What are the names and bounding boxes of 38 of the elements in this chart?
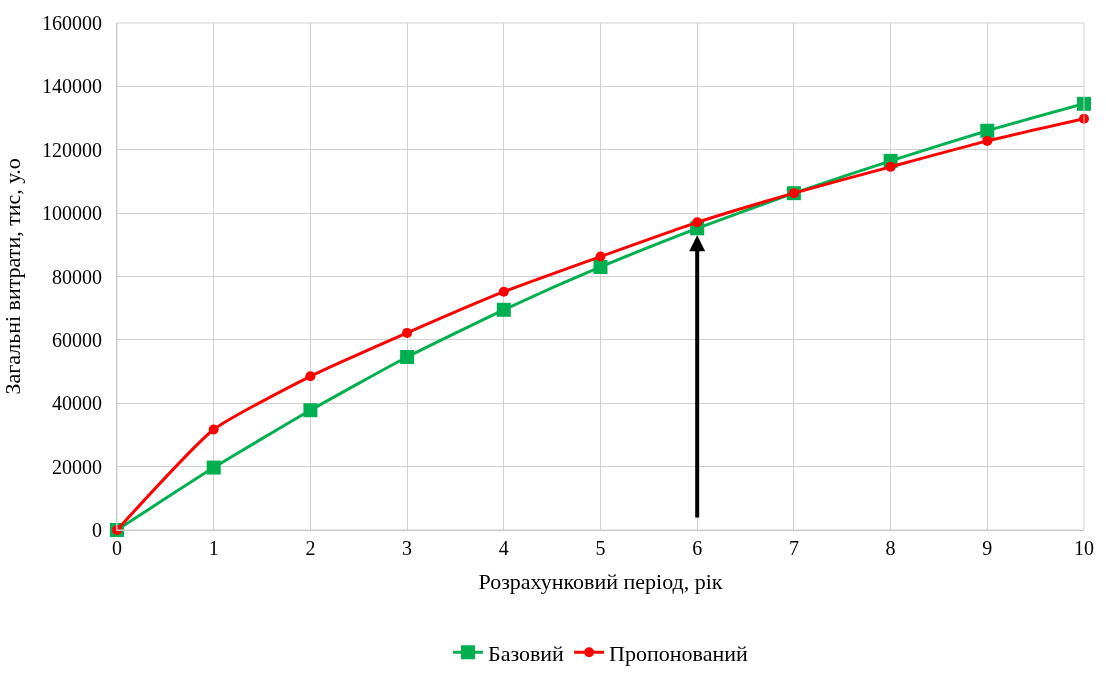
point [305, 371, 316, 382]
x-tick-label: 4 [498, 537, 509, 559]
legend-label: Базовий [488, 640, 565, 666]
point [206, 460, 221, 475]
y-tick-label: 140000 [42, 75, 102, 98]
point [208, 424, 219, 435]
point [498, 286, 509, 297]
point [496, 302, 511, 317]
point [692, 217, 703, 228]
point [593, 259, 608, 274]
x-tick-label: 8 [885, 537, 896, 559]
x-tick-label: 9 [982, 537, 993, 559]
x-tick-label: 2 [305, 537, 316, 559]
y-tick-label: 160000 [42, 12, 102, 34]
y-tick-label: 0 [92, 519, 102, 541]
x-tick-label: 3 [402, 537, 413, 559]
y-tick-label: 120000 [42, 138, 102, 161]
x-tick-label: 7 [788, 537, 799, 559]
y-tick-label: 40000 [52, 392, 102, 415]
point [303, 403, 318, 418]
point [400, 349, 415, 364]
y-tick-label: 80000 [52, 265, 102, 288]
x-tick-label: 0 [112, 537, 122, 559]
y-tick-label: 100000 [42, 202, 102, 225]
point [980, 123, 995, 138]
point [595, 251, 606, 262]
legend-label: Пропонований [609, 640, 748, 666]
x-tick-label: 1 [208, 537, 219, 559]
point [885, 161, 896, 172]
y-axis-title: Загальні витрати, тис, у.о [0, 158, 25, 395]
x-axis-title: Розрахунковий період, рік [478, 568, 723, 594]
point [402, 327, 413, 338]
x-tick-label: 5 [595, 537, 606, 559]
x-tick-label: 10 [1074, 537, 1094, 559]
point [982, 135, 993, 146]
y-tick-label: 20000 [52, 455, 102, 478]
y-tick-label: 60000 [52, 328, 102, 351]
x-tick-label: 6 [692, 537, 703, 559]
